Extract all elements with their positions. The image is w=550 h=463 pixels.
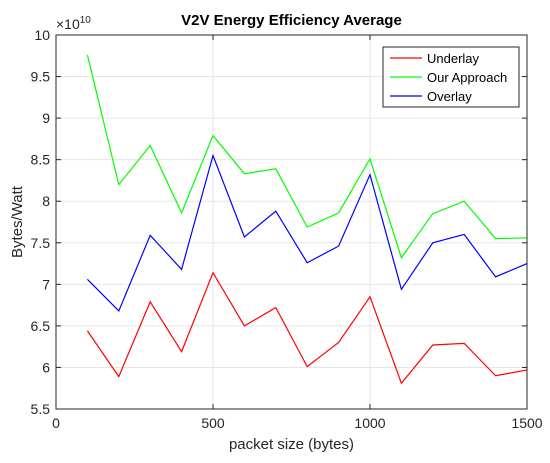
x-tick-label: 0 — [52, 415, 60, 431]
y-tick-label: 9 — [42, 110, 50, 126]
x-tick-label: 500 — [201, 415, 225, 431]
series-lines — [86, 54, 528, 385]
x-tick-label: 1500 — [511, 415, 542, 431]
series-line-underlay — [86, 271, 528, 385]
y-tick-label: 5.5 — [31, 401, 51, 417]
y-exponent-base: ×10 — [56, 16, 80, 32]
y-tick-label: 6.5 — [31, 318, 51, 334]
axes-box — [55, 34, 528, 410]
legend-label-underlay: Underlay — [427, 51, 480, 66]
legend-label-our-approach: Our Approach — [427, 70, 507, 85]
series-line-overlay — [86, 153, 528, 312]
series-line-our-approach — [86, 54, 528, 260]
y-tick-label: 10 — [34, 27, 50, 43]
x-tick-label: 1000 — [354, 415, 385, 431]
axis-ticks: 0 500 1000 1500 5.5 6 6.5 7 7.5 8 8.5 9 9.5 10 — [31, 27, 543, 431]
y-tick-label: 8.5 — [31, 152, 51, 168]
y-tick-label: 7 — [42, 276, 50, 292]
y-exponent-label: ×1010 — [56, 15, 91, 32]
y-exponent-power: 10 — [80, 15, 92, 26]
y-tick-label: 9.5 — [31, 69, 51, 85]
chart-title: V2V Energy Efficiency Average — [181, 12, 402, 29]
y-tick-label: 6 — [42, 359, 50, 375]
legend-label-overlay: Overlay — [427, 89, 472, 104]
legend: Underlay Our Approach Overlay — [382, 46, 520, 108]
y-axis-label: Bytes/Watt — [9, 185, 26, 258]
x-axis-label: packet size (bytes) — [229, 436, 354, 453]
y-tick-label: 7.5 — [31, 235, 51, 251]
y-tick-label: 8 — [42, 193, 50, 209]
